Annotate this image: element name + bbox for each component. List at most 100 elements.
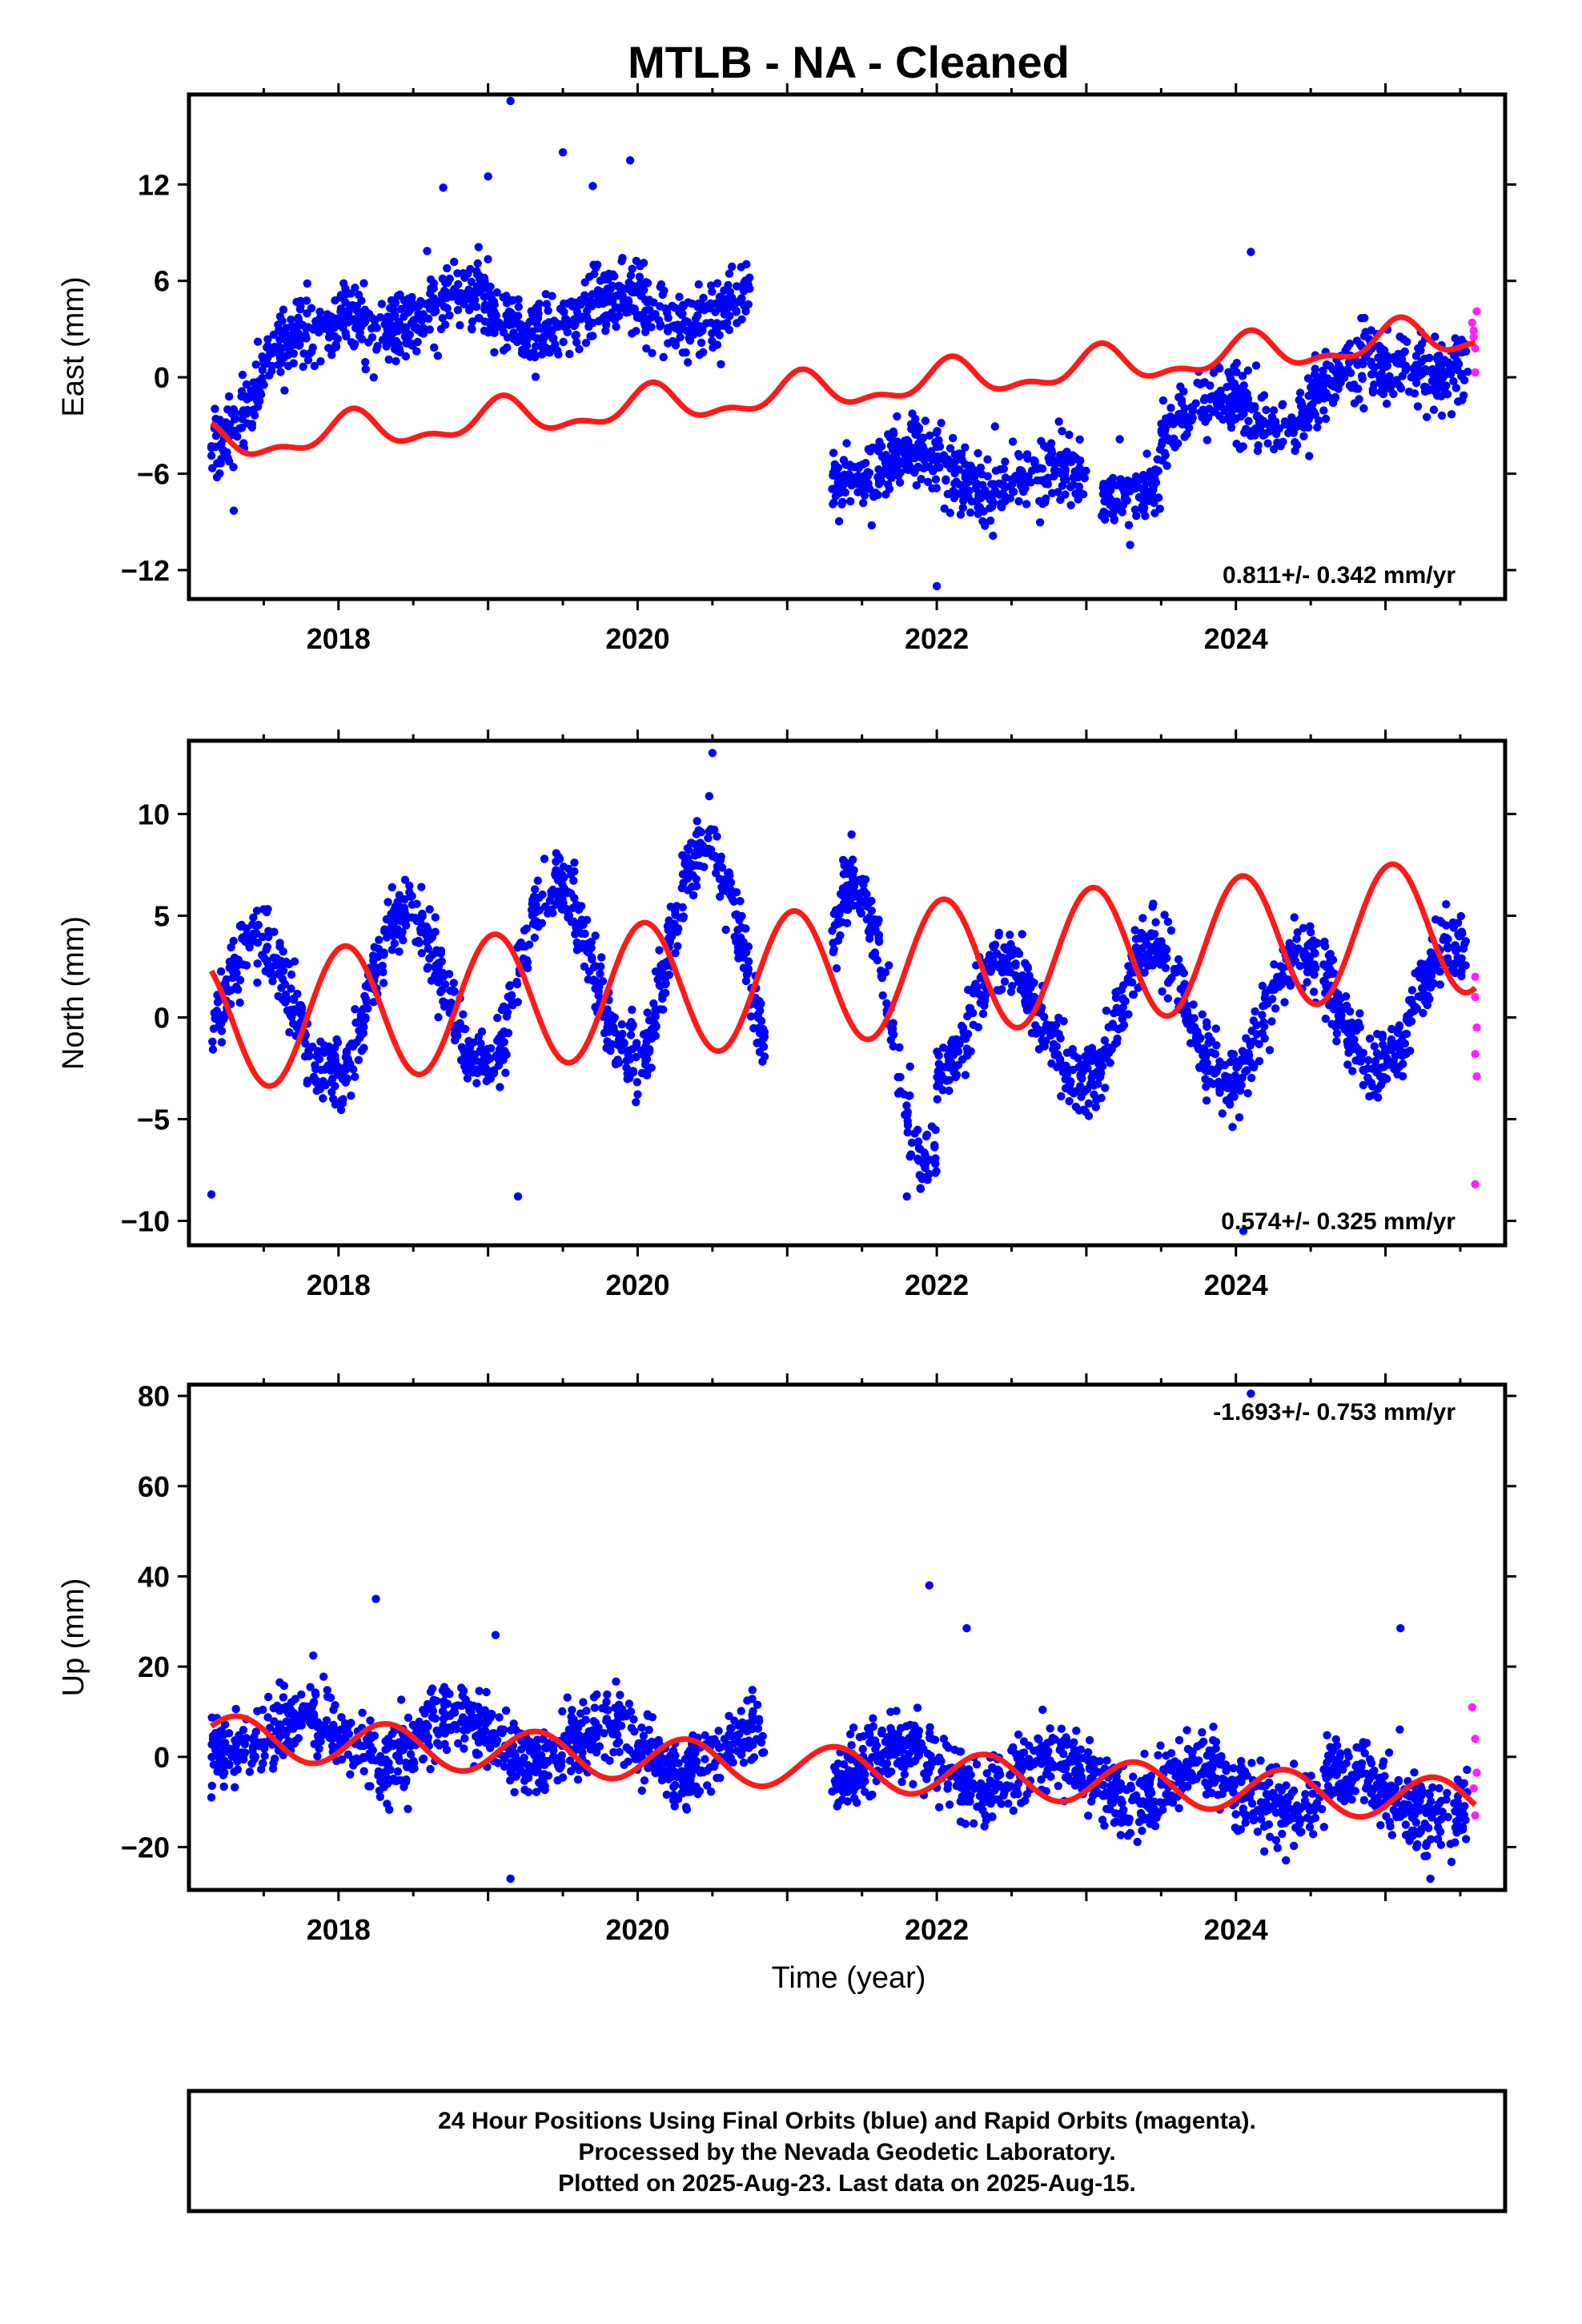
final-orbit-point [1269,406,1279,415]
final-orbit-point [679,879,688,887]
final-orbit-point [1258,981,1267,991]
final-orbit-point [976,463,986,472]
final-orbit-point [465,1044,474,1053]
final-orbit-point [956,510,966,519]
final-orbit-point [608,1039,616,1049]
final-orbit-point [716,856,725,865]
final-orbit-point [1061,1084,1070,1093]
final-orbit-point [369,373,378,382]
final-orbit-point [923,477,933,486]
final-orbit-point [1080,473,1090,483]
final-orbit-point [1309,987,1319,996]
final-orbit-point [628,1005,636,1015]
final-orbit-point [391,356,400,366]
final-orbit-point [229,407,238,416]
final-orbit-point [415,315,424,324]
final-orbit-point [859,498,868,508]
final-orbit-point [400,296,408,305]
final-orbit-point [559,337,568,347]
final-orbit-point [975,503,985,512]
final-orbit-point [366,1716,375,1725]
final-orbit-point [1361,328,1371,336]
final-orbit-point [974,1023,983,1031]
final-orbit-point [402,921,411,930]
final-orbit-point [949,486,958,496]
final-orbit-point [729,1758,737,1767]
final-orbit-point [328,344,337,353]
final-orbit-point [643,1068,652,1077]
final-orbit-point [836,890,845,899]
final-orbit-point [591,263,600,272]
final-orbit-point [706,826,715,835]
final-orbit-point [1234,1061,1243,1071]
final-orbit-point [1307,383,1315,392]
final-orbit-point [1175,409,1184,419]
rapid-orbit-point [1469,332,1478,342]
final-orbit-point [708,336,717,345]
final-orbit-point [698,323,707,332]
final-orbit-point [966,508,975,517]
final-orbit-outlier [1247,247,1255,256]
final-orbit-point [758,1731,767,1741]
final-orbit-point [905,1062,914,1072]
final-orbit-point [586,332,595,341]
final-orbit-point [542,344,551,352]
final-orbit-point [1403,1015,1411,1025]
final-orbit-point [852,472,861,481]
final-orbit-point [476,1039,485,1048]
final-orbit-point [584,939,593,948]
final-orbit-point [224,392,234,401]
final-orbit-point [1065,1096,1074,1106]
final-orbit-point [287,984,295,993]
final-orbit-point [415,302,424,311]
final-orbit-point [1399,335,1408,344]
final-orbit-point [609,1023,618,1032]
final-orbit-point [1118,484,1127,493]
final-orbit-point [274,320,283,329]
final-orbit-point [1449,376,1458,386]
final-orbit-point [304,1051,314,1061]
final-orbit-point [432,946,441,955]
y-tick-label: 20 [138,1651,170,1683]
final-orbit-point [612,1739,621,1748]
final-orbit-point [885,961,893,970]
final-orbit-point [282,957,291,967]
final-orbit-point [570,315,579,324]
final-orbit-point [1400,1039,1410,1048]
final-orbit-point [893,412,901,421]
final-orbit-point [211,404,219,413]
final-orbit-point [1162,954,1171,963]
final-orbit-point [439,997,448,1006]
final-orbit-point [687,838,696,847]
final-orbit-point [293,989,302,999]
rapid-orbit-point [1471,1050,1480,1059]
final-orbit-point [1225,416,1235,424]
final-orbit-point [725,1711,733,1720]
final-orbit-point [1295,388,1305,397]
final-orbit-point [264,932,273,942]
final-orbit-point [1236,1055,1246,1064]
final-orbit-point [572,308,582,316]
final-orbit-point [1325,361,1335,371]
final-orbit-point [280,352,289,361]
final-orbit-point [1230,1092,1239,1101]
final-orbit-point [1056,495,1065,505]
final-orbit-point [833,916,843,925]
final-orbit-outlier [708,749,717,758]
final-orbit-point [976,493,986,503]
final-orbit-point [1410,1006,1419,1015]
final-orbit-point [444,970,454,979]
final-orbit-point [1439,370,1448,380]
final-orbit-point [705,844,713,854]
final-orbit-point [585,318,594,327]
final-orbit-point [688,300,697,308]
final-orbit-point [1119,1020,1129,1030]
final-orbit-point [1082,1057,1091,1066]
final-orbit-point [499,1028,508,1037]
final-orbit-point [1200,394,1210,403]
final-orbit-point [258,365,267,375]
final-orbit-point [1340,373,1349,382]
y-tick-label: 12 [138,168,170,201]
final-orbit-point [1308,400,1317,408]
final-orbit-point [1040,1012,1049,1022]
